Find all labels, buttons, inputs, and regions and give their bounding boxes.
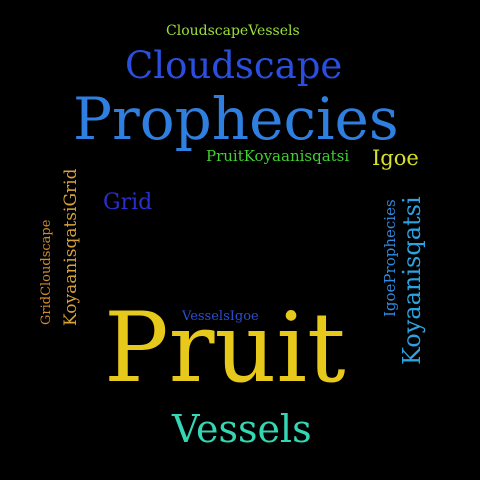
word-igoeprophecies: IgoeProphecies (381, 199, 399, 317)
word-koyaanisqatsi: Koyaanisqatsi (398, 196, 426, 365)
word-grid: Grid (103, 190, 153, 215)
word-pruitkoyaanisqatsi: PruitKoyaanisqatsi (206, 147, 350, 165)
word-vesselsigoe: VesselsIgoe (182, 309, 259, 324)
word-koyaanisqatsigrid: KoyaanisqatsiGrid (61, 168, 81, 327)
word-prophecies: Prophecies (73, 85, 399, 153)
word-igoe: Igoe (372, 146, 419, 170)
word-vessels: Vessels (172, 407, 312, 451)
word-cloudscape: Cloudscape (125, 44, 343, 87)
word-pruit: Pruit (104, 292, 346, 404)
word-gridcloudscape: GridCloudscape (39, 219, 54, 325)
word-cloudscapevessels: CloudscapeVessels (166, 23, 300, 39)
